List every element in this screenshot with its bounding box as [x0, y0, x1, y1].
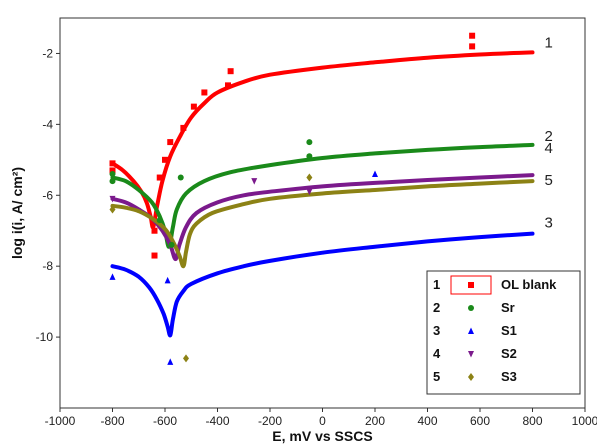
- plot-area: [59, 17, 586, 409]
- x-tick-label: 0: [319, 414, 326, 428]
- y-tick-label: -4: [42, 117, 53, 131]
- data-point-series-1: [109, 167, 116, 174]
- curve-label-3: 3: [545, 215, 553, 232]
- x-tick-label: 600: [470, 414, 490, 428]
- series-line-1: [110, 50, 535, 230]
- legend-number-4: 4: [433, 346, 441, 361]
- x-tick-label: -1000: [45, 414, 76, 428]
- legend-number-2: 2: [433, 300, 440, 315]
- y-tick-label: -2: [42, 46, 53, 60]
- data-point-series-5: [306, 173, 313, 182]
- data-point-series-4: [306, 188, 313, 196]
- data-point-series-1: [225, 82, 231, 89]
- data-point-series-2: [177, 174, 184, 181]
- data-point-series-2: [168, 241, 175, 248]
- data-point-series-1: [469, 32, 476, 39]
- x-axis-title: E, mV vs SSCS: [272, 428, 372, 444]
- legend-box: [426, 270, 581, 395]
- data-point-series-1: [201, 89, 208, 96]
- y-tick-label: -8: [42, 259, 53, 273]
- x-tick-label: -600: [153, 414, 177, 428]
- x-tick-label: 200: [365, 414, 385, 428]
- data-point-series-2: [109, 178, 116, 185]
- data-point-series-1: [227, 68, 234, 75]
- data-point-series-3: [164, 276, 171, 284]
- data-point-series-2: [306, 153, 313, 160]
- data-point-series-2: [109, 171, 116, 177]
- legend-label-5: S3: [501, 369, 517, 384]
- data-point-series-5: [183, 354, 189, 363]
- data-point-series-4: [109, 195, 116, 203]
- data-point-series-1: [151, 227, 158, 234]
- curve-label-2: 2: [545, 128, 553, 145]
- legend-items: 1 OL blank 2 Sr 3 S1 4 S2 5 S3: [433, 277, 557, 384]
- curve-label-5: 5: [545, 172, 553, 189]
- data-point-series-3: [109, 273, 116, 280]
- x-axis: -1000 -800 -600 -400 -200 0 200 400 600 800 1000: [45, 408, 597, 428]
- legend: 1 OL blank 2 Sr 3 S1 4 S2 5 S3: [426, 270, 581, 395]
- x-tick-label: 1000: [572, 414, 597, 428]
- legend-label-1: OL blank: [501, 277, 557, 292]
- data-point-series-1: [151, 252, 158, 259]
- data-point-series-5: [109, 205, 116, 214]
- data-point-series-4: [251, 178, 258, 185]
- data-point-series-1: [156, 174, 163, 181]
- data-point-series-1: [469, 43, 476, 50]
- x-tick-label: -800: [100, 414, 124, 428]
- legend-label-2: Sr: [501, 300, 515, 315]
- data-point-series-1: [167, 139, 174, 146]
- data-point-series-2: [156, 217, 163, 224]
- legend-marker-1: [468, 282, 474, 288]
- data-point-series-1: [162, 156, 168, 163]
- legend-marker-3: [468, 327, 474, 334]
- legend-number-3: 3: [433, 323, 440, 338]
- curve-label-4: 4: [545, 140, 553, 157]
- legend-marker-5: [468, 373, 474, 381]
- data-point-series-2: [306, 139, 313, 146]
- data-point-series-1: [180, 124, 187, 131]
- x-tick-label: 800: [522, 414, 542, 428]
- curve-label-1: 1: [545, 34, 553, 51]
- curve-number-labels: 1 2 3 4 5: [545, 34, 553, 231]
- legend-label-3: S1: [501, 323, 517, 338]
- legend-number-1: 1: [433, 277, 440, 292]
- series-markers: [109, 32, 476, 365]
- legend-marker-4: [468, 351, 474, 358]
- data-point-series-1: [190, 103, 197, 110]
- y-tick-label: -6: [42, 188, 53, 202]
- y-tick-label: -10: [36, 330, 54, 344]
- data-point-series-1: [109, 160, 116, 167]
- series-line-2: [110, 142, 535, 249]
- series-curves: [110, 50, 535, 338]
- x-tick-label: 400: [417, 414, 437, 428]
- x-tick-label: -200: [258, 414, 282, 428]
- y-axis: -2 -4 -6 -8 -10: [36, 46, 60, 344]
- legend-highlight: [450, 275, 492, 295]
- data-point-series-3: [167, 358, 174, 365]
- legend-marker-2: [468, 305, 474, 311]
- x-tick-label: -400: [205, 414, 229, 428]
- legend-label-4: S2: [501, 346, 517, 361]
- legend-number-5: 5: [433, 369, 440, 384]
- data-point-series-3: [372, 170, 378, 177]
- y-axis-title: log i(i, A/ cm²): [9, 167, 25, 259]
- series-line-3: [110, 231, 535, 338]
- series-line-5: [110, 179, 535, 269]
